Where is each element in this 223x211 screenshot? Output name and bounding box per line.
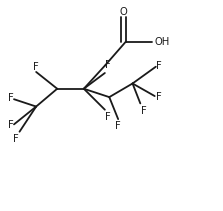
Text: O: O	[120, 7, 128, 17]
Text: F: F	[33, 62, 39, 72]
Text: F: F	[141, 106, 147, 115]
Text: F: F	[156, 92, 162, 102]
Text: F: F	[105, 112, 111, 122]
Text: F: F	[156, 61, 162, 71]
Text: F: F	[105, 60, 111, 70]
Text: OH: OH	[155, 37, 170, 47]
Text: F: F	[8, 93, 14, 103]
Text: F: F	[8, 120, 14, 130]
Text: F: F	[13, 134, 19, 144]
Text: F: F	[115, 121, 121, 131]
